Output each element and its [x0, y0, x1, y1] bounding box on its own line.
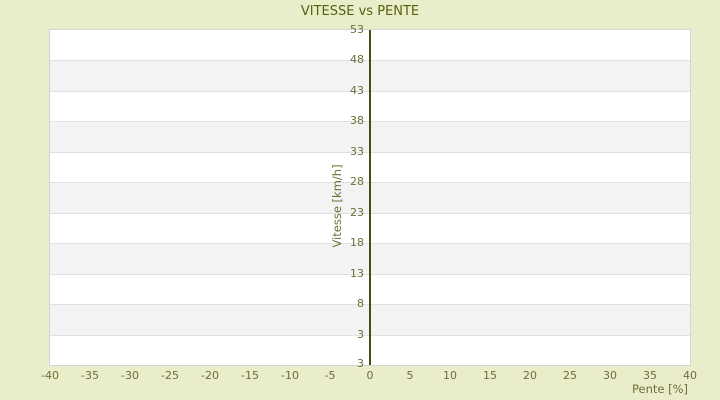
x-axis-title: Pente [%]	[631, 382, 688, 396]
y-tick-label: 18	[350, 236, 364, 249]
y-axis-title: Vitesse [km/h]	[330, 164, 344, 248]
x-tick-label: 30	[603, 369, 617, 382]
y-axis-bottom-edge-label: 3	[357, 357, 364, 370]
y-tick-label: 13	[350, 267, 364, 280]
x-tick-label: -10	[281, 369, 299, 382]
y-tick-label: 43	[350, 84, 364, 97]
y-tick-label: 3	[357, 328, 364, 341]
plot-area: 53 48 43 38 33 28 23 18 13 8 3 3 -40 -35 -30 -25 -20 -1…	[41, 23, 697, 396]
x-tick-label: 15	[483, 369, 497, 382]
x-tick-label: 35	[643, 369, 657, 382]
x-tick-label: -30	[121, 369, 139, 382]
x-tick-label: 25	[563, 369, 577, 382]
x-tick-label: -20	[201, 369, 219, 382]
y-tick-label: 23	[350, 206, 364, 219]
x-tick-label: -40	[41, 369, 59, 382]
x-tick-label: -25	[161, 369, 179, 382]
y-tick-label: 53	[350, 23, 364, 36]
x-tick-label: 0	[366, 369, 374, 382]
y-axis-line	[369, 30, 371, 365]
y-tick-label: 28	[350, 175, 364, 188]
y-tick-label: 48	[350, 53, 364, 66]
chart-title: VITESSE vs PENTE	[300, 4, 420, 19]
x-tick-label: -35	[81, 369, 99, 382]
y-tick-label: 38	[350, 114, 364, 127]
x-tick-label: 10	[443, 369, 457, 382]
x-tick-label: 5	[406, 369, 414, 382]
x-tick-label: 40	[683, 369, 697, 382]
x-tick-label: 20	[523, 369, 537, 382]
y-tick-label: 33	[350, 145, 364, 158]
x-tick-label: -5	[324, 369, 336, 382]
y-tick-label: 8	[357, 297, 364, 310]
x-tick-label: -15	[241, 369, 259, 382]
